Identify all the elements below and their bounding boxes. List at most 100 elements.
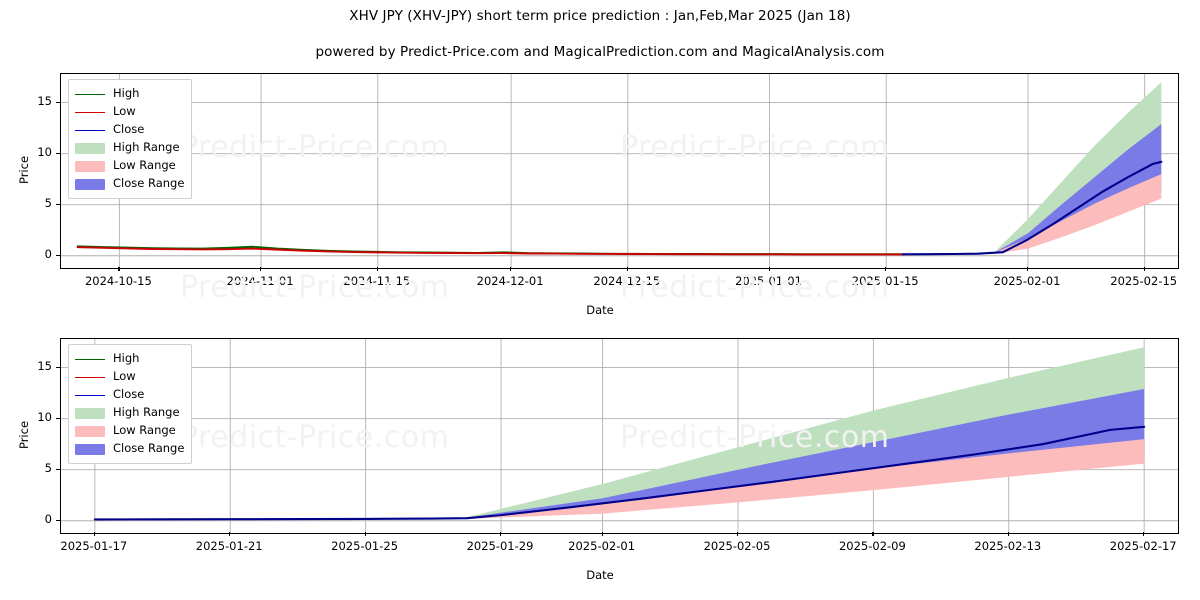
x-tickmark — [93, 532, 96, 536]
bottom-chart-plot-area — [60, 338, 1179, 534]
legend-patch-swatch — [75, 160, 105, 172]
band-low-range — [467, 439, 1145, 519]
top-chart-panel: Price Date 0 5 10 15 2024-10-15 2024-11-01 202… — [17, 73, 1179, 317]
x-tick-label: 2025-01-15 — [851, 274, 919, 288]
x-tick-label: 2025-01-29 — [466, 539, 534, 553]
x-tick-label: 2025-01-17 — [60, 539, 128, 553]
x-tickmark — [737, 532, 739, 536]
x-tickmark — [768, 267, 770, 271]
top-chart-legend: High Low Close High Range Low Range Close Ran… — [68, 79, 193, 199]
y-tickmark — [56, 468, 60, 470]
x-tickmark — [1143, 267, 1145, 271]
series-low — [76, 246, 904, 256]
bottom-chart-legend-item-low[interactable]: Low — [75, 368, 184, 386]
legend-line-swatch — [75, 394, 105, 396]
legend-label: Low — [113, 369, 136, 384]
x-tickmark — [601, 532, 603, 536]
bottom-chart-legend-item-close-range[interactable]: Close Range — [75, 440, 184, 458]
x-tick-label: 2025-02-05 — [703, 539, 771, 553]
top-chart-legend-item-high-range[interactable]: High Range — [75, 139, 184, 157]
legend-line-swatch — [75, 129, 105, 131]
x-tick-label: 2025-02-13 — [974, 539, 1042, 553]
bottom-chart-canvas — [61, 339, 1178, 533]
bottom-chart-legend-item-high-range[interactable]: High Range — [75, 404, 184, 422]
y-tickmark — [56, 366, 60, 368]
series-close — [901, 160, 1163, 256]
x-tickmark — [626, 267, 629, 271]
top-chart-legend-item-close[interactable]: Close — [75, 121, 184, 139]
legend-label: High Range — [113, 140, 180, 155]
x-tickmark — [260, 267, 262, 271]
x-tick-label: 2025-02-01 — [993, 274, 1061, 288]
bottom-chart-legend: High Low Close High Range Low Range Close Ran… — [68, 344, 193, 464]
top-chart-legend-item-high[interactable]: High — [75, 85, 184, 103]
x-tick-label: 2024-12-01 — [476, 274, 544, 288]
top-chart-legend-item-close-range[interactable]: Close Range — [75, 175, 184, 193]
y-tickmark — [56, 254, 60, 256]
y-tickmark — [56, 101, 60, 103]
bottom-chart-panel: Price Date 0 5 10 15 2025-01-17 2025-01-21 202… — [0, 320, 1200, 600]
y-tick-label: 10 — [37, 144, 52, 159]
y-tickmark — [56, 152, 60, 154]
x-tick-label: 2025-02-17 — [1109, 539, 1177, 553]
y-tick-label: 15 — [37, 93, 52, 108]
x-tick-label: 2025-01-21 — [195, 539, 263, 553]
x-tick-label: 2024-12-15 — [593, 274, 661, 288]
page-title: XHV JPY (XHV-JPY) short term price predi… — [349, 8, 851, 24]
series-close — [93, 425, 1146, 521]
legend-patch-swatch — [75, 407, 105, 419]
bottom-chart-legend-item-low-range[interactable]: Low Range — [75, 422, 184, 440]
page-subtitle: powered by Predict-Price.com and Magical… — [315, 44, 885, 60]
x-tickmark — [885, 267, 887, 271]
x-tickmark — [364, 532, 366, 536]
x-tick-label: 2025-01-01 — [735, 274, 802, 288]
legend-label: Close — [113, 387, 145, 402]
band-high-range — [994, 82, 1162, 254]
top-chart-plot-area — [60, 73, 1179, 269]
bottom-chart-legend-item-close[interactable]: Close — [75, 386, 184, 404]
x-tick-label: 2025-02-01 — [568, 539, 636, 553]
legend-label: Close Range — [113, 441, 185, 456]
legend-label: Low Range — [113, 158, 176, 173]
legend-patch-swatch — [75, 425, 105, 437]
legend-line-swatch — [75, 358, 105, 360]
y-tickmark — [56, 417, 60, 419]
top-chart-legend-item-low-range[interactable]: Low Range — [75, 157, 184, 175]
bottom-chart-xlabel: Date — [586, 568, 614, 582]
x-tick-label: 2025-01-25 — [331, 539, 399, 553]
x-tickmark — [1027, 267, 1029, 271]
legend-label: Low — [113, 104, 136, 119]
x-tick-label: 2024-10-15 — [84, 274, 152, 288]
top-chart-legend-item-low[interactable]: Low — [75, 103, 184, 121]
y-tick-label: 0 — [44, 246, 52, 261]
bottom-chart-legend-item-high[interactable]: High — [75, 350, 184, 368]
top-chart-canvas — [61, 74, 1178, 268]
x-tick-label: 2024-11-01 — [226, 274, 294, 288]
y-tick-label: 5 — [44, 460, 52, 475]
legend-line-swatch — [75, 93, 105, 95]
y-tick-label: 0 — [44, 511, 52, 526]
x-tick-label: 2025-02-15 — [1110, 274, 1178, 288]
legend-patch-swatch — [75, 142, 105, 154]
band-high-range — [467, 347, 1145, 519]
y-tickmark — [56, 203, 60, 205]
y-tick-label: 15 — [37, 358, 52, 373]
legend-label: High Range — [113, 405, 180, 420]
x-tickmark — [1143, 532, 1145, 536]
legend-line-swatch — [75, 376, 105, 378]
x-tickmark — [118, 267, 120, 271]
x-tick-label: 2024-11-15 — [343, 274, 411, 288]
legend-label: High — [113, 86, 140, 101]
band-low-range — [994, 174, 1162, 254]
x-tickmark — [500, 532, 502, 536]
y-tick-label: 10 — [37, 409, 52, 424]
y-tickmark — [56, 519, 60, 521]
x-tickmark — [1007, 532, 1010, 536]
legend-label: Close — [113, 122, 145, 137]
x-tick-label: 2025-02-09 — [838, 539, 906, 553]
top-chart-xlabel: Date — [586, 303, 614, 317]
x-tickmark — [376, 267, 379, 271]
y-tick-label: 5 — [44, 195, 52, 210]
legend-label: Close Range — [113, 176, 185, 191]
